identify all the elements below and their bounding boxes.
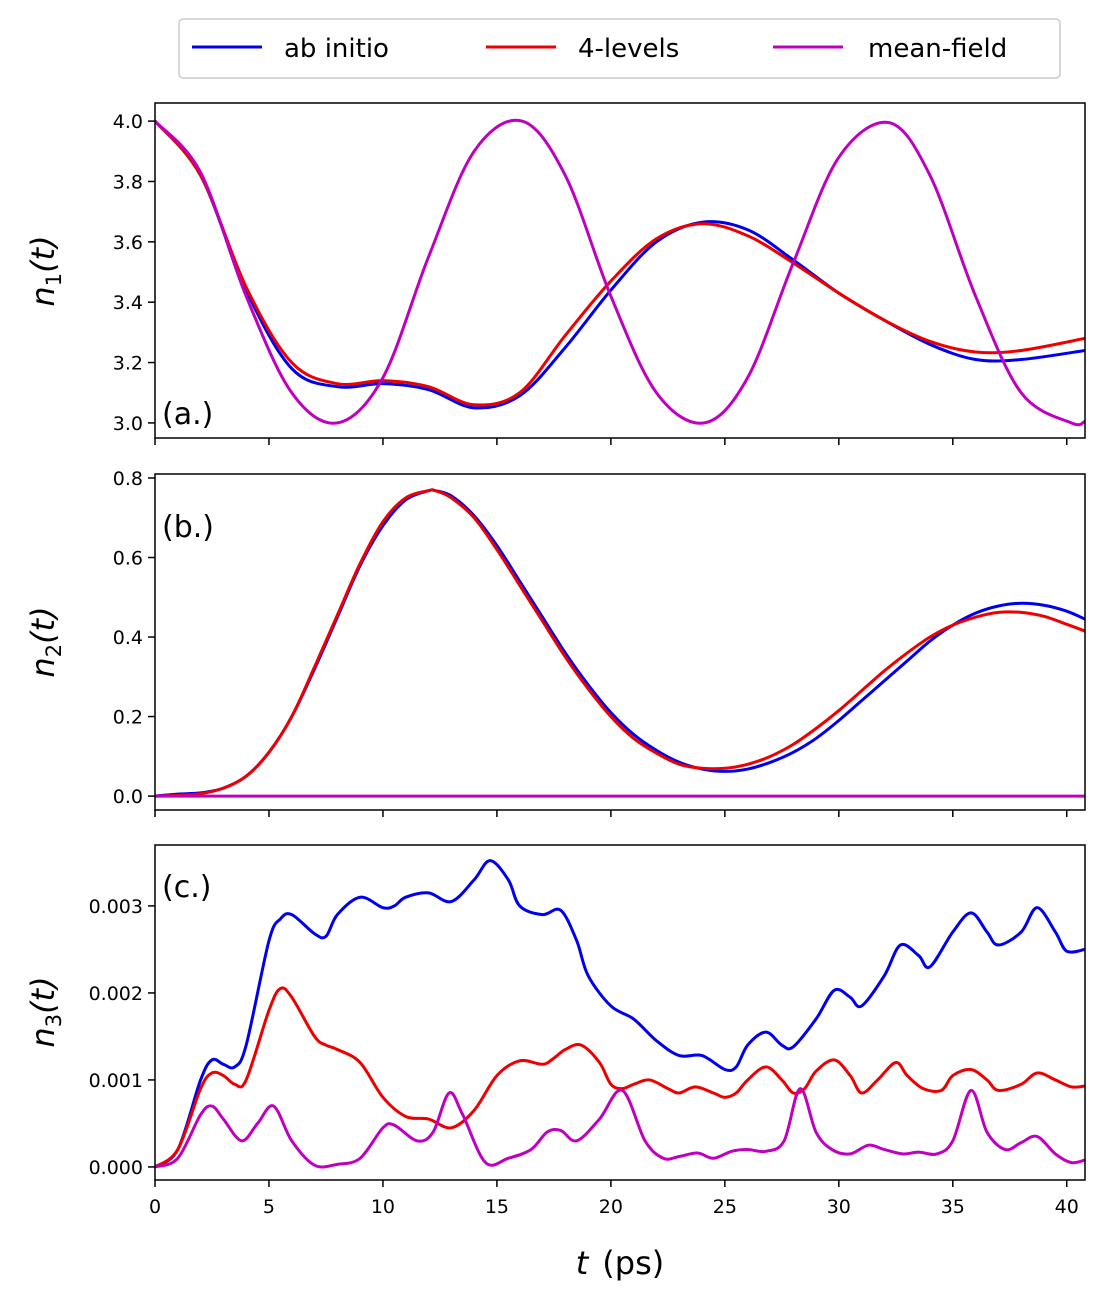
panel-c-ytick-label: 0.000 xyxy=(89,1157,143,1179)
legend-label-ab-initio: ab initio xyxy=(284,34,389,64)
panel-a-label: (a.) xyxy=(162,397,213,432)
panel-a-yticks: 3.0 3.2 3.4 3.6 3.8 4.0 xyxy=(113,111,155,435)
panel-c-line-mean-field xyxy=(155,1087,1085,1169)
x-tick-label: 35 xyxy=(941,1196,965,1218)
panel-c-ytick-label: 0.002 xyxy=(89,983,143,1005)
x-tick-label: 30 xyxy=(827,1196,851,1218)
panel-a-ytick-label: 4.0 xyxy=(113,111,143,133)
panel-c-yticks: 0.000 0.001 0.002 0.003 xyxy=(89,896,155,1179)
panel-c: 0.000 0.001 0.002 0.003 0 5 10 15 20 25 30 35 40 (c… xyxy=(24,844,1086,1218)
x-tick-label: 40 xyxy=(1055,1196,1079,1218)
panel-b: 0.0 0.2 0.4 0.6 0.8 (b.) n2(t) xyxy=(24,468,1086,817)
legend-label-mean-field: mean-field xyxy=(868,34,1007,64)
x-axis-title-var: t xyxy=(576,1244,590,1282)
panel-a-line-ab-initio xyxy=(155,119,1085,410)
panel-c-xticks: 0 5 10 15 20 25 30 35 40 xyxy=(149,1180,1079,1218)
panel-a-line-4-levels xyxy=(155,119,1085,407)
panel-b-line-ab-initio xyxy=(155,488,1085,798)
panel-c-line-ab-initio xyxy=(155,859,1085,1169)
panel-a-ytick-label: 3.6 xyxy=(113,232,143,254)
panel-a-ylabel: n1(t) xyxy=(24,235,66,306)
panel-b-ylabel-sub: 2 xyxy=(42,644,66,657)
panel-a-frame xyxy=(154,102,1086,439)
panel-b-ytick-label: 0.8 xyxy=(113,468,143,490)
legend: ab initio 4-levels mean-field xyxy=(178,18,1061,79)
panel-a-ytick-label: 3.8 xyxy=(113,171,143,193)
panel-b-label: (b.) xyxy=(162,510,214,545)
panel-a-ylabel-arg: (t) xyxy=(24,235,62,273)
panel-c-ylabel-sub: 3 xyxy=(42,1014,66,1027)
x-tick-label: 5 xyxy=(263,1196,275,1218)
x-tick-label: 10 xyxy=(371,1196,395,1218)
x-tick-label: 15 xyxy=(485,1196,509,1218)
panel-c-ylabel: n3(t) xyxy=(24,976,66,1047)
panel-c-ylabel-arg: (t) xyxy=(24,976,62,1014)
panel-b-ylabel-base: n xyxy=(24,657,62,677)
panel-b-line-4-levels xyxy=(155,488,1085,798)
panel-a-ytick-label: 3.4 xyxy=(113,292,143,314)
x-axis-title: t (ps) xyxy=(576,1244,665,1282)
panel-b-ylabel-arg: (t) xyxy=(24,606,62,644)
panel-b-yticks: 0.0 0.2 0.4 0.6 0.8 xyxy=(113,468,155,808)
panel-a-ytick-label: 3.2 xyxy=(113,353,143,375)
panel-a-ylabel-sub: 1 xyxy=(42,273,66,286)
panel-c-frame xyxy=(154,844,1086,1181)
panel-c-line-4-levels xyxy=(155,986,1085,1169)
panel-c-ylabel-base: n xyxy=(24,1027,62,1047)
x-tick-label: 20 xyxy=(599,1196,623,1218)
panel-a-ylabel-base: n xyxy=(24,286,62,306)
legend-frame xyxy=(178,18,1061,79)
panel-c-label: (c.) xyxy=(162,870,211,905)
panel-b-ytick-label: 0.6 xyxy=(113,548,143,570)
panel-b-ytick-label: 0.0 xyxy=(113,786,143,808)
panel-a: 3.0 3.2 3.4 3.6 3.8 4.0 (a.) n1(t) xyxy=(24,102,1086,445)
panel-b-series xyxy=(155,488,1085,798)
panel-a-series xyxy=(155,118,1085,427)
panel-a-line-mean-field xyxy=(155,118,1085,427)
panel-a-ytick-label: 3.0 xyxy=(113,413,143,435)
panel-a-xticks xyxy=(154,438,1068,445)
panel-b-ytick-label: 0.2 xyxy=(113,707,143,729)
x-tick-label: 25 xyxy=(713,1196,737,1218)
panel-b-ytick-label: 0.4 xyxy=(113,627,143,649)
panel-b-xticks xyxy=(154,810,1068,817)
panel-c-ytick-label: 0.003 xyxy=(89,896,143,918)
panel-b-frame xyxy=(154,473,1086,811)
x-axis-title-unit: (ps) xyxy=(602,1244,664,1282)
legend-label-4-levels: 4-levels xyxy=(578,34,679,64)
panel-b-ylabel: n2(t) xyxy=(24,606,66,677)
panel-c-series xyxy=(155,859,1085,1169)
panel-c-ytick-label: 0.001 xyxy=(89,1070,143,1092)
x-tick-label: 0 xyxy=(149,1196,161,1218)
